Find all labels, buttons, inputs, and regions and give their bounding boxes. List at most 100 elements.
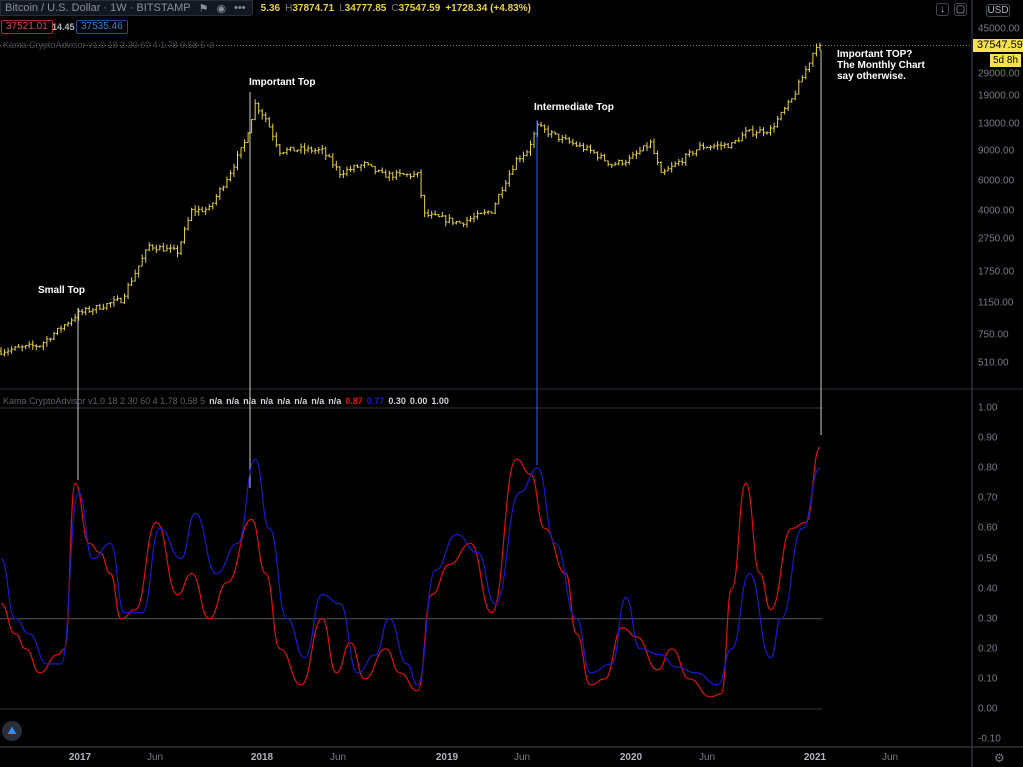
- price-bar: [634, 150, 638, 159]
- ohlc-readout: 5.36 H37874.71 L34777.85 C37547.59 +1728…: [260, 3, 531, 14]
- price-bar: [458, 220, 462, 224]
- time-tick: 2017: [68, 752, 92, 763]
- price-bar: [87, 305, 91, 314]
- price-bar: [31, 340, 35, 350]
- price-bar: [225, 176, 229, 189]
- sell-button[interactable]: 37521.01: [1, 20, 53, 34]
- price-bar: [571, 138, 575, 146]
- price-bar: [373, 165, 377, 175]
- price-bar: [172, 244, 176, 251]
- price-tick: 29000.00: [978, 68, 1020, 80]
- price-bar: [723, 142, 727, 149]
- price-bar: [313, 147, 317, 155]
- price-bar: [27, 341, 31, 349]
- price-bar: [151, 244, 155, 251]
- price-bar: [663, 168, 667, 176]
- price-bar: [500, 186, 504, 199]
- price-bar: [624, 159, 628, 167]
- price-bar: [712, 143, 716, 149]
- osc-tick: 0.70: [978, 492, 998, 504]
- time-tick: 2019: [435, 752, 459, 763]
- indicator-title[interactable]: Kama CryptoAdvisor v1.0 18 2 30 60 4 1.7…: [3, 40, 216, 50]
- price-bar: [666, 165, 670, 172]
- price-bar: [645, 142, 649, 152]
- price-bar: [518, 155, 522, 163]
- price-bar: [211, 202, 215, 210]
- price-bar: [511, 165, 515, 175]
- price-bar: [366, 162, 370, 166]
- price-bar: [115, 295, 119, 302]
- price-bar: [497, 193, 501, 205]
- eye-icon[interactable]: ◉: [216, 2, 227, 15]
- price-bar: [769, 125, 773, 136]
- more-icon[interactable]: •••: [234, 2, 246, 14]
- oscillator-legend[interactable]: Kama CryptoAdvisor v1.0 18 2 30 60 4 1.7…: [3, 396, 449, 406]
- price-bar: [91, 308, 95, 316]
- scroll-down-button[interactable]: ↓: [936, 3, 949, 16]
- price-bar: [440, 211, 444, 218]
- price-tick: 6000.00: [978, 175, 1015, 187]
- price-bar: [186, 217, 190, 231]
- time-tick: Jun: [513, 752, 531, 763]
- price-bar: [733, 139, 737, 144]
- osc-tick: 0.30: [978, 613, 998, 625]
- price-bar: [363, 161, 367, 169]
- price-bar: [811, 52, 815, 67]
- price-bar: [380, 167, 384, 174]
- flag-icon[interactable]: ⚑: [198, 2, 209, 15]
- annotation-small-top: Small Top: [38, 285, 86, 296]
- price-bar: [359, 164, 363, 172]
- price-bar: [444, 214, 448, 227]
- price-bar: [437, 213, 441, 218]
- bar-countdown-tag: 5d 8h: [990, 54, 1022, 67]
- price-tick: 750.00: [978, 329, 1009, 341]
- price-bar: [345, 166, 349, 177]
- price-bar: [585, 144, 589, 151]
- price-bar: [232, 163, 236, 177]
- price-bar: [426, 209, 430, 218]
- osc-tick: 0.90: [978, 432, 998, 444]
- price-bar: [24, 344, 28, 350]
- price-bar: [525, 150, 529, 157]
- symbol-title: Bitcoin / U.S. Dollar · 1W · BITSTAMP: [5, 2, 191, 14]
- price-bar: [532, 131, 536, 149]
- price-bar: [296, 149, 300, 153]
- price-bar: [617, 159, 621, 166]
- fullscreen-button[interactable]: ▢: [954, 3, 967, 16]
- osc-tick: 0.00: [978, 703, 998, 715]
- price-bar: [709, 145, 713, 151]
- price-bar: [603, 153, 607, 162]
- price-bar: [140, 254, 144, 267]
- currency-button[interactable]: USD: [986, 4, 1010, 17]
- price-bar: [84, 306, 88, 316]
- price-bar: [652, 138, 656, 155]
- price-bar: [348, 165, 352, 173]
- settings-gear-icon[interactable]: ⚙: [994, 751, 1005, 765]
- price-bar: [468, 215, 472, 223]
- price-bar: [377, 169, 381, 173]
- price-bar: [310, 146, 314, 154]
- price-bar: [800, 75, 804, 83]
- price-bar: [13, 345, 17, 351]
- price-candles: [0, 42, 822, 357]
- buy-button[interactable]: 37535.46: [76, 20, 128, 34]
- price-bar: [105, 302, 109, 311]
- price-tick: 2750.00: [978, 233, 1015, 245]
- price-bar: [493, 202, 497, 215]
- price-bar: [48, 337, 52, 342]
- price-bar: [740, 131, 744, 142]
- price-bar: [264, 112, 268, 123]
- symbol-title-bar[interactable]: Bitcoin / U.S. Dollar · 1W · BITSTAMP ⚑ …: [0, 0, 253, 16]
- price-bar: [253, 99, 257, 121]
- time-tick: 2021: [803, 752, 827, 763]
- tradingview-logo-icon[interactable]: ⛰: [2, 721, 22, 741]
- price-bar: [765, 131, 769, 135]
- price-bar: [716, 141, 720, 151]
- hidden-eye-icon: ⊘: [207, 40, 216, 50]
- price-bar: [204, 206, 208, 216]
- price-bar: [472, 212, 476, 223]
- price-bar: [574, 141, 578, 148]
- osc-tick: 0.80: [978, 462, 998, 474]
- price-bar: [539, 121, 543, 128]
